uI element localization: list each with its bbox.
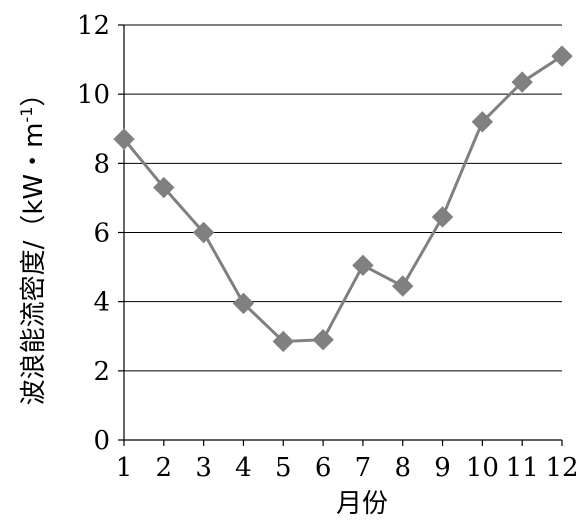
data-point-9 xyxy=(431,206,454,228)
y-axis-label-sup: -1 xyxy=(17,107,36,123)
x-tick-label-6: 6 xyxy=(315,453,332,483)
y-axis-label: 波浪能流密度/（kW・m-1） xyxy=(17,81,49,406)
x-tick-label-4: 4 xyxy=(235,453,252,483)
data-point-7 xyxy=(352,254,374,277)
gridlines xyxy=(124,24,562,372)
data-point-2 xyxy=(153,176,175,199)
x-tick-label-1: 1 xyxy=(116,453,133,483)
series-polyline xyxy=(122,54,563,343)
y-tick-labels: 0 2 4 6 8 10 12 xyxy=(77,11,110,456)
data-point-5 xyxy=(272,330,294,353)
y-tick-label-2: 2 xyxy=(93,357,110,387)
series-markers xyxy=(113,45,573,353)
x-tick-label-10: 10 xyxy=(466,453,499,483)
data-point-12 xyxy=(551,45,573,67)
data-point-3 xyxy=(192,221,215,244)
y-tick-label-12: 12 xyxy=(77,11,110,41)
x-tick-label-2: 2 xyxy=(156,453,173,483)
y-axis-label-close: ） xyxy=(19,81,49,107)
data-point-10 xyxy=(471,111,494,133)
x-tick-label-8: 8 xyxy=(394,453,411,483)
x-axis-label: 月份 xyxy=(336,489,388,519)
x-tick-label-7: 7 xyxy=(355,453,372,483)
data-point-8 xyxy=(392,275,414,297)
data-point-6 xyxy=(312,329,334,351)
data-point-4 xyxy=(232,292,255,315)
x-tick-labels: 1 2 3 4 5 6 7 8 9 10 11 12 xyxy=(116,453,579,483)
y-tick-label-4: 4 xyxy=(93,288,110,318)
y-axis-label-main: 波浪能流密度/（kW・m xyxy=(19,123,49,406)
y-tick-label-6: 6 xyxy=(93,219,110,249)
data-point-11 xyxy=(511,71,533,93)
x-tick-label-9: 9 xyxy=(434,453,451,483)
y-tick-label-10: 10 xyxy=(77,80,110,110)
svg-text:波浪能流密度/（kW・m-1）: 波浪能流密度/（kW・m-1） xyxy=(17,81,49,406)
y-tick-label-8: 8 xyxy=(93,149,110,179)
y-tick-label-0: 0 xyxy=(93,426,110,456)
x-tick-label-3: 3 xyxy=(195,453,212,483)
series-line xyxy=(122,54,563,343)
data-point-1 xyxy=(113,128,135,150)
x-tick-label-5: 5 xyxy=(275,453,292,483)
axes xyxy=(118,24,563,446)
x-tick-label-12: 12 xyxy=(545,453,578,483)
x-tick-label-11: 11 xyxy=(506,453,539,483)
